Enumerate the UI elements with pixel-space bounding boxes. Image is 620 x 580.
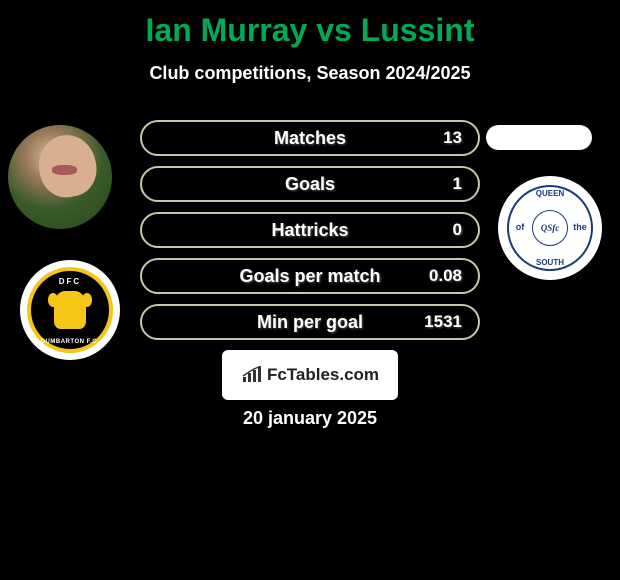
right-player-photo-placeholder <box>486 125 592 150</box>
stat-value: 0.08 <box>429 266 462 286</box>
brand-text: FcTables.com <box>267 365 379 385</box>
brand-badge[interactable]: FcTables.com <box>222 350 398 400</box>
right-club-crest: QUEEN of QSfc the SOUTH <box>498 176 602 280</box>
elephant-icon <box>54 291 86 329</box>
stat-value: 0 <box>453 220 462 240</box>
bar-chart-icon <box>241 366 263 384</box>
left-player-photo <box>8 125 112 229</box>
footer-date: 20 january 2025 <box>0 408 620 429</box>
right-club-center: QSfc <box>532 210 568 246</box>
stat-label: Goals per match <box>239 266 380 287</box>
stat-value: 13 <box>443 128 462 148</box>
left-club-name: DUMBARTON F.C. <box>41 339 100 345</box>
table-row: Goals 1 <box>140 166 480 202</box>
left-club-crest: DFC DUMBARTON F.C. <box>20 260 120 360</box>
page-title: Ian Murray vs Lussint <box>0 0 620 49</box>
stats-table: Matches 13 Goals 1 Hattricks 0 Goals per… <box>140 120 480 350</box>
right-club-text-right: the <box>571 223 589 233</box>
page-subtitle: Club competitions, Season 2024/2025 <box>0 63 620 84</box>
table-row: Hattricks 0 <box>140 212 480 248</box>
stat-value: 1531 <box>424 312 462 332</box>
table-row: Matches 13 <box>140 120 480 156</box>
table-row: Goals per match 0.08 <box>140 258 480 294</box>
left-club-initials: DFC <box>59 277 81 286</box>
right-club-text-left: of <box>511 223 529 233</box>
table-row: Min per goal 1531 <box>140 304 480 340</box>
right-club-text-top: QUEEN <box>536 189 564 198</box>
stat-label: Min per goal <box>257 312 363 333</box>
stat-value: 1 <box>453 174 462 194</box>
stat-label: Hattricks <box>271 220 348 241</box>
right-club-text-bottom: SOUTH <box>536 258 564 267</box>
stat-label: Goals <box>285 174 335 195</box>
stat-label: Matches <box>274 128 346 149</box>
